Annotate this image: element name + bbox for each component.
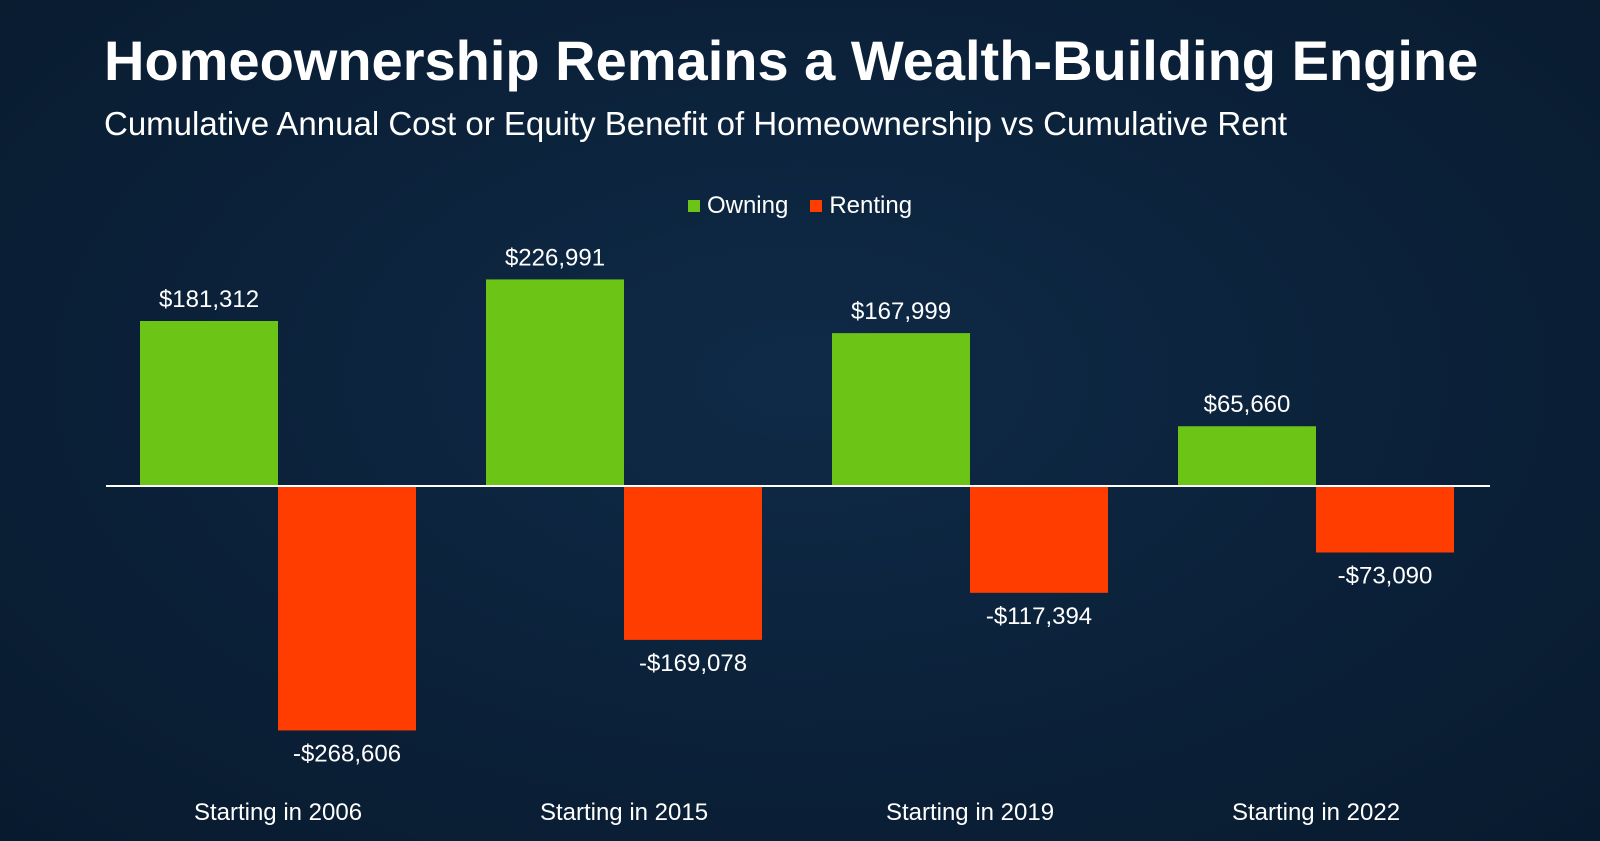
category-label-1: Starting in 2006 — [194, 799, 362, 826]
chart-title: Homeownership Remains a Wealth-Building … — [104, 29, 1479, 92]
data-label-owning-4: $65,660 — [1204, 391, 1291, 418]
legend-swatch-renting — [810, 200, 823, 212]
bar-owning-1 — [140, 321, 278, 486]
category-label-3: Starting in 2019 — [886, 799, 1054, 826]
data-label-renting-1: -$268,606 — [293, 740, 401, 767]
chart-subtitle: Cumulative Annual Cost or Equity Benefit… — [104, 105, 1288, 142]
legend-label-owning: Owning — [706, 192, 789, 219]
legend-item-owning: Owning — [687, 192, 789, 220]
data-label-owning-2: $226,991 — [505, 244, 605, 271]
bar-owning-3 — [832, 333, 970, 486]
data-label-renting-2: -$169,078 — [639, 650, 747, 677]
legend-label-renting: Renting — [829, 192, 913, 219]
bar-renting-3 — [970, 486, 1108, 593]
data-label-renting-3: -$117,394 — [986, 603, 1092, 630]
bar-owning-2 — [486, 279, 624, 486]
bar-renting-4 — [1316, 486, 1454, 553]
data-label-owning-3: $167,999 — [851, 298, 951, 325]
data-label-owning-1: $181,312 — [159, 286, 259, 313]
legend-item-renting: Renting — [810, 192, 912, 220]
category-label-2: Starting in 2015 — [540, 799, 708, 826]
data-label-renting-4: -$73,090 — [1338, 563, 1433, 590]
bar-renting-2 — [624, 486, 762, 640]
legend-swatch-owning — [687, 200, 700, 212]
bar-owning-4 — [1178, 426, 1316, 486]
category-label-4: Starting in 2022 — [1232, 799, 1400, 826]
bar-renting-1 — [278, 486, 416, 731]
chart-legend: Owning Renting — [0, 192, 1600, 220]
